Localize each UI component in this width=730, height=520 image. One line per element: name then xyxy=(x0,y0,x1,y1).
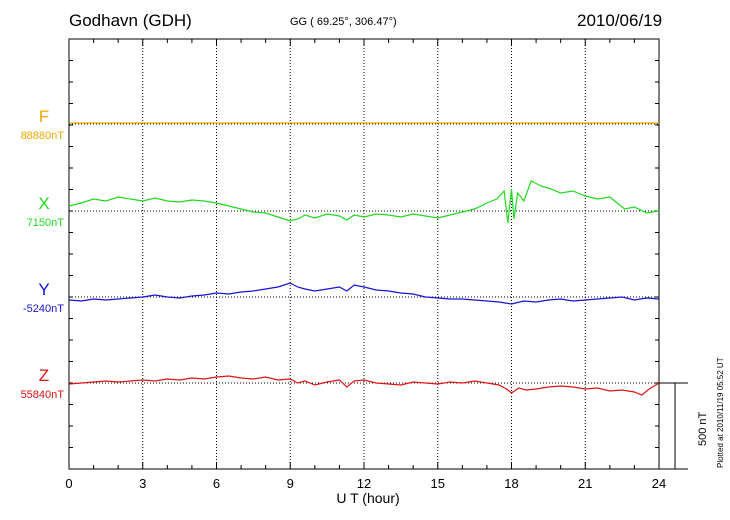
scale-bar-label: 500 nT xyxy=(697,411,709,446)
station-coordinates: GG ( 69.25°, 306.47°) xyxy=(290,16,397,28)
x-tick-label: 15 xyxy=(430,476,445,491)
series-lines xyxy=(68,122,660,396)
component-z-baseline: 55840nT xyxy=(20,389,64,401)
component-f-baseline: 88880nT xyxy=(20,130,64,142)
vertical-grid xyxy=(142,39,586,469)
baseline-dotted-lines xyxy=(69,123,659,384)
x-tick-label: 3 xyxy=(139,476,147,491)
component-y-label: Y xyxy=(38,280,50,299)
plot-frame xyxy=(68,38,660,470)
component-z-label: Z xyxy=(38,366,50,385)
x-tick-label: 18 xyxy=(504,476,519,491)
plotted-timestamp: Plotted at 2010/11/19 05:52 UT xyxy=(716,357,725,468)
component-f-label: F xyxy=(38,107,50,126)
series-line-y xyxy=(68,282,660,305)
series-line-x xyxy=(68,180,660,224)
x-axis-label: U T (hour) xyxy=(336,490,400,506)
x-tick-label: 6 xyxy=(212,476,221,491)
x-tick-label: 0 xyxy=(65,476,73,491)
plot-date: 2010/06/19 xyxy=(577,11,663,30)
x-tick-label: 24 xyxy=(651,476,667,491)
x-tick-label: 12 xyxy=(356,476,372,491)
station-title: Godhavn (GDH) xyxy=(69,11,192,30)
axis-ticks xyxy=(68,39,660,469)
x-tick-label: 21 xyxy=(578,476,593,491)
component-x-baseline: 7150nT xyxy=(26,217,64,229)
series-line-z xyxy=(68,375,660,396)
x-tick-label: 9 xyxy=(286,476,294,491)
scale-bar xyxy=(659,382,688,470)
component-x-label: X xyxy=(38,194,50,213)
component-y-baseline: -5240nT xyxy=(23,303,64,315)
